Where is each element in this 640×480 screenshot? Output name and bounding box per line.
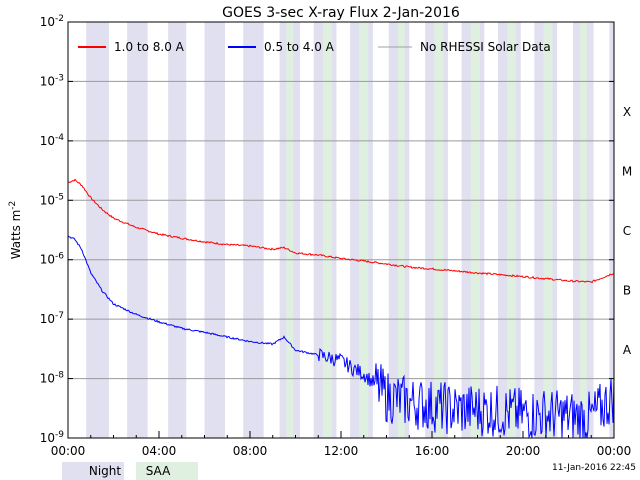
x-tick-labels: 00:00 04:00 08:00 12:00 16:00 20:00 00:00 bbox=[51, 431, 632, 458]
x-tick-label: 08:00 bbox=[233, 444, 268, 458]
y-tick-label: 10-4 bbox=[40, 133, 65, 148]
plot-frame bbox=[67, 21, 615, 439]
y-tick-label: 10-8 bbox=[40, 371, 65, 386]
series-line bbox=[67, 235, 615, 439]
y-tick-exponent: -4 bbox=[55, 133, 64, 143]
y-tick: 10-6 bbox=[40, 252, 614, 267]
y-tick: 10-2 bbox=[40, 14, 614, 29]
gridlines bbox=[68, 21, 614, 439]
night-band bbox=[609, 22, 614, 438]
x-tick-label: 20:00 bbox=[506, 444, 541, 458]
footer-key: Night SAA 11-Jan-2016 22:45 bbox=[62, 462, 636, 480]
series-lines bbox=[67, 178, 615, 439]
flare-class-label: C bbox=[623, 224, 631, 238]
y-tick-exponent: -6 bbox=[55, 252, 64, 262]
saa-band bbox=[286, 22, 294, 438]
saa-band bbox=[359, 22, 369, 438]
y-tick-base: 10 bbox=[40, 193, 55, 207]
y-tick-exponent: -5 bbox=[55, 192, 64, 202]
flare-class-label: B bbox=[623, 283, 631, 297]
saa-band bbox=[543, 22, 553, 438]
night-band bbox=[86, 22, 109, 438]
x-tick-label: 16:00 bbox=[415, 444, 450, 458]
chart-title: GOES 3-sec X-ray Flux 2-Jan-2016 bbox=[222, 5, 460, 21]
y-tick-base: 10 bbox=[40, 134, 55, 148]
saa-key-swatch bbox=[136, 462, 198, 480]
y-tick-exponent: -3 bbox=[55, 73, 64, 83]
y-tick-exponent: -7 bbox=[55, 311, 64, 321]
legend-label: 0.5 to 4.0 A bbox=[264, 40, 335, 54]
y-tick-label: 10-9 bbox=[40, 430, 65, 445]
saa-band bbox=[579, 22, 587, 438]
y-tick: 10-9 bbox=[40, 430, 614, 445]
x-tick-label: 00:00 bbox=[597, 444, 632, 458]
y-tick: 10-7 bbox=[40, 311, 614, 326]
y-tick: 10-4 bbox=[40, 133, 614, 148]
saa-band bbox=[397, 22, 405, 438]
saa-band bbox=[507, 22, 517, 438]
night-band bbox=[243, 22, 264, 438]
night-key-swatch bbox=[62, 462, 124, 480]
legend-label: 1.0 to 8.0 A bbox=[114, 40, 185, 54]
y-tick: 10-3 bbox=[40, 73, 614, 88]
flare-class-label: X bbox=[623, 105, 631, 119]
x-tick-label: 00:00 bbox=[51, 444, 86, 458]
legend-label: No RHESSI Solar Data bbox=[420, 40, 551, 54]
y-tick-label: 10-5 bbox=[40, 192, 64, 207]
night-band bbox=[168, 22, 187, 438]
y-tick-label: 10-3 bbox=[40, 73, 64, 88]
x-tick-label: 04:00 bbox=[142, 444, 177, 458]
y-tick-exponent: -2 bbox=[55, 14, 64, 24]
night-key-label: Night bbox=[89, 464, 122, 478]
y-tick-exponent: -8 bbox=[55, 371, 64, 381]
series-line bbox=[67, 178, 615, 284]
flare-class-labels: X M C B A bbox=[622, 105, 632, 357]
y-axis-label-main: Watts m bbox=[9, 210, 23, 260]
y-tick-label: 10-2 bbox=[40, 14, 64, 29]
y-tick-labels: 10-210-310-410-510-610-710-810-9 bbox=[40, 14, 614, 445]
night-saa-bands bbox=[86, 22, 614, 438]
saa-band bbox=[322, 22, 332, 438]
y-tick-base: 10 bbox=[40, 74, 55, 88]
x-tick-label: 12:00 bbox=[324, 444, 359, 458]
saa-band bbox=[434, 22, 444, 438]
y-axis-label: Watts m-2 bbox=[8, 201, 23, 260]
night-band bbox=[127, 22, 148, 438]
timestamp: 11-Jan-2016 22:45 bbox=[552, 463, 636, 473]
y-tick: 10-5 bbox=[40, 192, 614, 207]
y-tick-exponent: -9 bbox=[55, 430, 64, 440]
y-tick-base: 10 bbox=[40, 431, 55, 445]
y-tick-base: 10 bbox=[40, 312, 55, 326]
flare-class-label: M bbox=[622, 165, 632, 179]
y-tick-base: 10 bbox=[40, 372, 55, 386]
y-tick-base: 10 bbox=[40, 15, 55, 29]
y-tick-label: 10-6 bbox=[40, 252, 65, 267]
saa-band bbox=[470, 22, 480, 438]
y-tick-base: 10 bbox=[40, 253, 55, 267]
y-tick-label: 10-7 bbox=[40, 311, 64, 326]
y-axis-label-sup: -2 bbox=[8, 201, 18, 210]
legend: 1.0 to 8.0 A 0.5 to 4.0 A No RHESSI Solar … bbox=[78, 40, 551, 54]
night-band bbox=[204, 22, 225, 438]
flare-class-label: A bbox=[623, 343, 632, 357]
y-tick: 10-8 bbox=[40, 371, 614, 386]
saa-key-label: SAA bbox=[146, 464, 171, 478]
